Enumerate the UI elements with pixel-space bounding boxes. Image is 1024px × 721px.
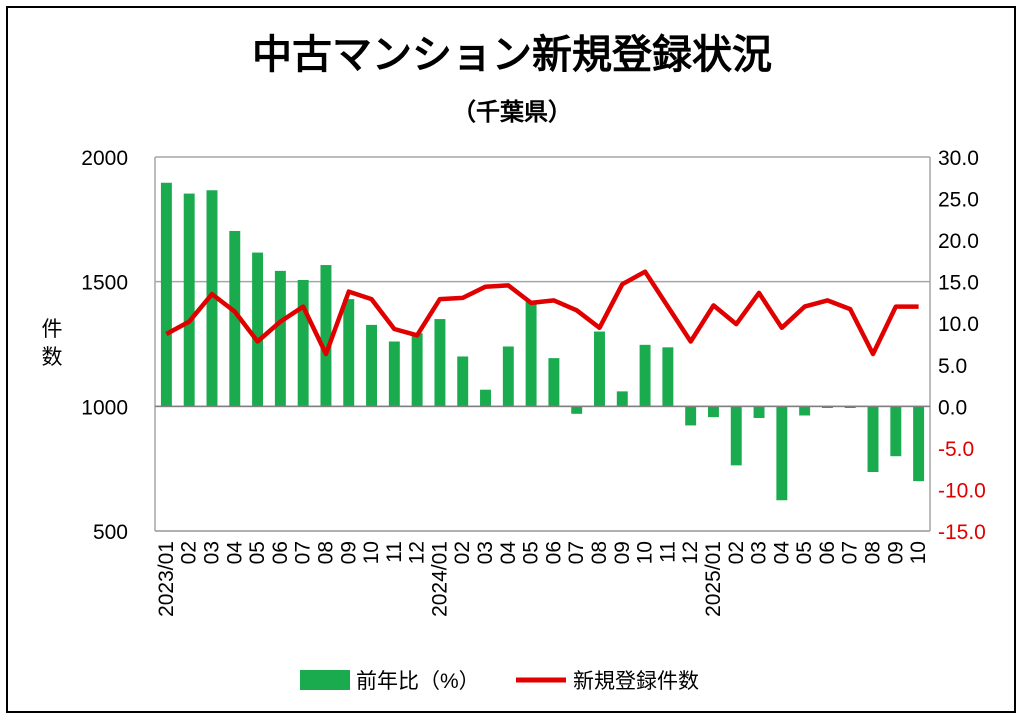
x-tick-label: 05	[246, 541, 269, 564]
right-tick-label: 15.0	[938, 272, 979, 295]
x-tick-label: 08	[314, 541, 337, 564]
bar	[594, 331, 605, 407]
bar	[525, 301, 537, 407]
bar	[776, 406, 788, 501]
right-tick-label: -5.0	[938, 438, 974, 461]
bar	[229, 230, 241, 407]
x-tick-label: 05	[520, 541, 543, 564]
bar	[821, 406, 833, 408]
legend-label-line: 新規登録件数	[573, 670, 699, 693]
left-tick-label: 1000	[81, 396, 128, 419]
bar	[890, 406, 902, 457]
x-tick-label: 04	[223, 541, 246, 565]
bar	[913, 406, 925, 482]
left-axis-label-char: 件	[42, 318, 63, 341]
legend-label-bars: 前年比（%）	[356, 670, 480, 693]
left-axis-label-char: 数	[42, 346, 63, 369]
x-tick-label: 04	[497, 541, 520, 565]
bar	[388, 341, 400, 407]
x-tick-label: 10	[907, 541, 930, 564]
chart-frame	[6, 6, 1016, 713]
bar	[548, 358, 560, 407]
right-tick-label: 10.0	[938, 313, 979, 336]
line-series	[165, 269, 919, 357]
bar	[662, 347, 674, 407]
bar	[297, 280, 309, 407]
x-tick-label: 03	[748, 541, 771, 564]
x-tick-label: 09	[611, 541, 634, 564]
x-tick-label: 2023/01	[155, 541, 178, 617]
x-tick-label: 09	[884, 541, 907, 564]
bar	[730, 406, 742, 466]
bar	[434, 319, 446, 407]
x-tick-label: 2024/01	[428, 541, 451, 617]
x-tick-label: 02	[725, 541, 748, 564]
x-tick-label: 06	[542, 541, 565, 564]
right-tick-label: 5.0	[938, 355, 967, 378]
bar	[183, 193, 195, 407]
right-tick-label: 0.0	[938, 396, 967, 419]
x-tick-label: 04	[770, 541, 793, 565]
x-tick-label: 06	[816, 541, 839, 564]
x-tick-label: 02	[451, 541, 474, 564]
bar	[616, 391, 628, 407]
bar	[707, 406, 719, 418]
left-tick-label: 500	[93, 521, 128, 544]
bar	[206, 190, 218, 407]
x-tick-label: 11	[656, 541, 679, 563]
x-tick-label: 2025/01	[702, 541, 725, 617]
x-tick-label: 03	[200, 541, 223, 564]
left-tick-label: 1500	[81, 272, 128, 295]
legend-swatch-bars	[300, 670, 350, 690]
bar	[753, 406, 765, 418]
x-tick-label: 07	[292, 541, 315, 564]
bar	[799, 406, 811, 416]
bar	[480, 389, 491, 407]
x-tick-label: 12	[406, 541, 429, 564]
left-tick-label: 2000	[81, 147, 128, 170]
chart-title: 中古マンション新規登録状況	[252, 32, 772, 78]
bar	[366, 324, 378, 407]
bar	[867, 406, 879, 472]
right-tick-label: -10.0	[938, 479, 986, 502]
x-tick-label: 03	[474, 541, 497, 564]
x-tick-label: 07	[839, 541, 862, 564]
bar	[252, 252, 264, 407]
bar	[639, 344, 651, 407]
bar	[571, 406, 583, 414]
right-tick-label: 20.0	[938, 230, 979, 253]
x-tick-label: 08	[862, 541, 885, 564]
x-tick-label: 02	[178, 541, 201, 564]
x-tick-label: 11	[383, 541, 406, 563]
bar	[502, 346, 514, 407]
x-tick-label: 10	[360, 541, 383, 564]
bar	[274, 270, 286, 407]
chart-subtitle: （千葉県）	[452, 98, 572, 126]
right-tick-label: 25.0	[938, 189, 979, 212]
x-tick-label: 05	[793, 541, 816, 564]
x-tick-label: 08	[588, 541, 611, 564]
x-tick-label: 07	[565, 541, 588, 564]
bar	[844, 406, 856, 408]
bar	[457, 356, 469, 407]
x-tick-label: 09	[337, 541, 360, 564]
right-tick-label: -15.0	[938, 521, 986, 544]
bar	[685, 406, 697, 426]
bar	[343, 299, 355, 407]
x-tick-label: 12	[679, 541, 702, 564]
x-tick-label: 10	[634, 541, 657, 564]
x-tick-label: 06	[269, 541, 292, 564]
bar	[411, 333, 423, 407]
bar	[320, 265, 332, 407]
right-tick-label: 30.0	[938, 147, 979, 170]
bar	[160, 182, 172, 407]
